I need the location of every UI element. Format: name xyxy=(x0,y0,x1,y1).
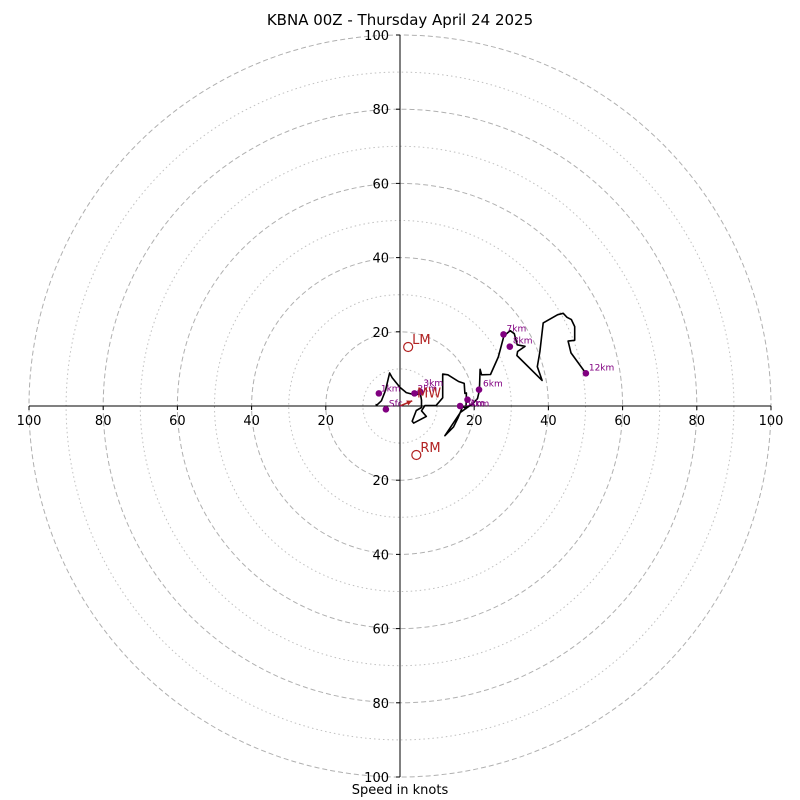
storm-label-MW: MW xyxy=(417,386,441,401)
height-point-8km xyxy=(506,343,514,350)
height-point-2km xyxy=(411,390,418,397)
x-tick-label: 20 xyxy=(318,414,335,429)
storm-label-LM: LM xyxy=(412,333,430,348)
height-point-12km xyxy=(582,370,590,377)
height-label-3km: 3km xyxy=(423,379,443,389)
height-point-7km xyxy=(500,331,507,338)
height-label-7km: 7km xyxy=(507,324,527,334)
x-tick-label: 80 xyxy=(689,414,706,429)
x-axis-label: Speed in knots xyxy=(351,783,449,798)
y-tick-label: 60 xyxy=(372,177,389,192)
height-label-1km: 1km xyxy=(381,384,401,394)
x-tick-label: 60 xyxy=(614,414,631,429)
height-label-5km: 5km xyxy=(465,399,485,409)
y-tick-label: 60 xyxy=(372,623,389,638)
height-label-12km: 12km xyxy=(589,363,614,373)
height-point-6km xyxy=(475,386,483,393)
y-tick-label: 80 xyxy=(372,103,389,118)
y-tick-label: 100 xyxy=(364,771,389,786)
x-tick-label: 40 xyxy=(540,414,557,429)
x-tick-label: 40 xyxy=(243,414,260,429)
height-label-2km: 2km xyxy=(417,384,437,394)
x-tick-label: 80 xyxy=(95,414,112,429)
height-point-3km xyxy=(417,388,424,396)
y-tick-label: 40 xyxy=(372,548,389,563)
tick-labels: 100 80 60 40 20 20 40 60 80 100 100 80 60 40 20 20 40 60 8… xyxy=(17,29,784,786)
hodograph-trace xyxy=(375,312,587,437)
storm-marker-RM xyxy=(411,449,422,461)
x-tick-label: 60 xyxy=(169,414,186,429)
height-point-4km xyxy=(464,396,471,403)
mean-wind-arrowhead xyxy=(406,400,413,406)
y-tick-label: 100 xyxy=(364,29,389,44)
y-tick-label: 20 xyxy=(372,474,389,489)
height-label-Sfc: Sfc xyxy=(389,399,403,409)
y-tick-label: 40 xyxy=(372,252,389,267)
height-point-Sfc xyxy=(382,406,390,413)
x-tick-label: 20 xyxy=(466,414,483,429)
height-label-4km: 4km xyxy=(470,400,490,410)
x-tick-label: 100 xyxy=(759,414,784,429)
chart-title: KBNA 00Z - Thursday April 24 2025 xyxy=(266,11,534,29)
x-tick-label: 100 xyxy=(17,414,42,429)
y-tick-label: 80 xyxy=(372,697,389,712)
height-point-1km xyxy=(375,390,383,397)
storm-motion-markers: LM RM MW xyxy=(403,333,441,461)
height-label-6km: 6km xyxy=(483,380,503,390)
storm-label-RM: RM xyxy=(420,441,440,456)
y-tick-label: 20 xyxy=(372,326,389,341)
height-label-8km: 8km xyxy=(513,337,533,347)
mean-wind-arrow xyxy=(399,400,413,407)
hodograph-line xyxy=(375,312,587,437)
storm-marker-LM xyxy=(403,341,414,353)
height-point-5km xyxy=(456,402,464,410)
